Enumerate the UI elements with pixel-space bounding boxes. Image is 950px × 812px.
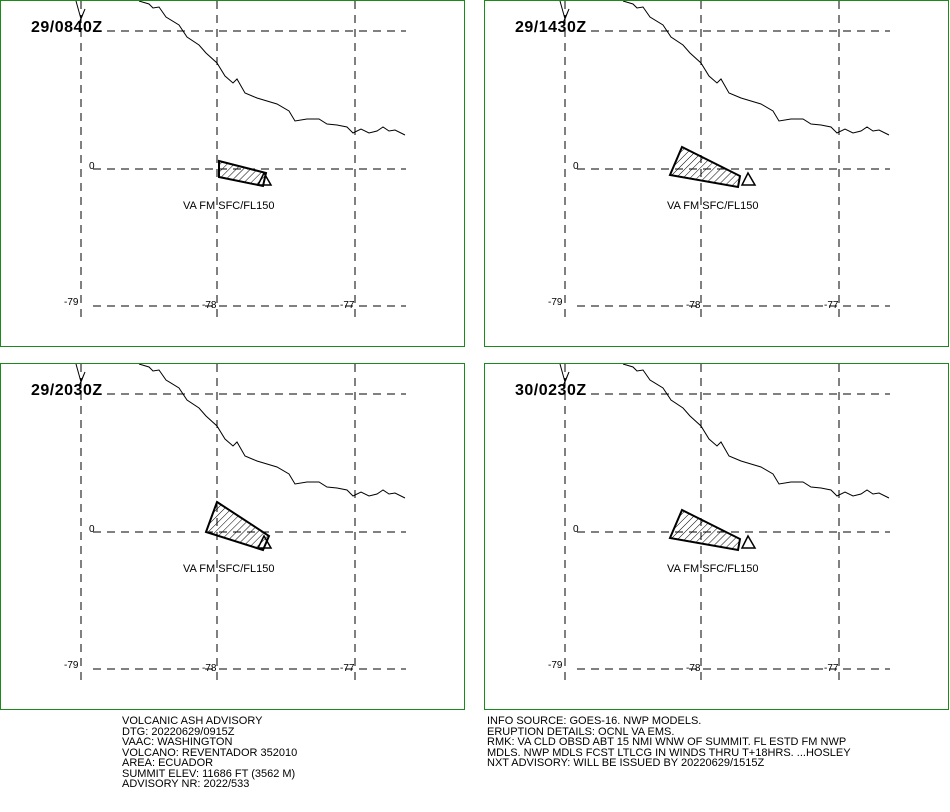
advisory-line: RMK: VA CLD OBSD ABT 15 NMI WNW OF SUMMI… — [487, 736, 847, 748]
panel-time: 29/0840Z — [31, 19, 103, 36]
volcano-marker — [256, 534, 273, 549]
map-graphic — [559, 364, 890, 682]
lon-tick: -77 — [340, 663, 355, 674]
map-graphic — [75, 364, 406, 682]
lon-tick: -78 — [202, 300, 217, 311]
advisory-line: VOLCANO: REVENTADOR 352010 — [122, 746, 298, 759]
lon-tick: -78 — [686, 663, 701, 674]
coastline — [559, 1, 890, 136]
coastline — [75, 1, 406, 136]
lon-tick: -79 — [548, 660, 563, 671]
lat-tick: 0 — [89, 524, 95, 535]
panel-time: 29/1430Z — [515, 19, 587, 36]
lat-tick: 0 — [573, 161, 579, 172]
ash-cloud-polygon — [668, 508, 742, 552]
advisory-line: ADVISORY NR: 2022/533 — [122, 778, 250, 790]
ash-cloud-polygon — [218, 159, 268, 188]
lon-tick: -77 — [824, 663, 839, 674]
lat-tick: 0 — [573, 524, 579, 535]
advisory-line: ERUPTION DETAILS: OCNL VA EMS. — [487, 725, 675, 738]
ash-cloud-polygon — [204, 500, 271, 552]
lon-tick: -77 — [824, 300, 839, 311]
advisory-line: NXT ADVISORY: WILL BE ISSUED BY 20220629… — [487, 757, 765, 769]
advisory-line: INFO SOURCE: GOES-16. NWP MODELS. — [487, 715, 702, 727]
ash-cloud-label: VA FM SFC/FL150 — [667, 563, 759, 575]
lon-tick: -79 — [64, 660, 79, 671]
advisory-line: SUMMIT ELEV: 11686 FT (3562 M) — [122, 767, 296, 780]
ash-cloud-label: VA FM SFC/FL150 — [183, 200, 275, 212]
coastline — [559, 364, 890, 499]
volcano-marker — [256, 171, 273, 186]
map-graphic — [559, 1, 890, 319]
advisory-header-block: VOLCANIC ASH ADVISORY DTG: 20220629/0915… — [122, 716, 297, 790]
lon-tick: -77 — [340, 300, 355, 311]
ash-cloud-polygon — [668, 145, 742, 189]
advisory-line: VAAC: WASHINGTON — [122, 736, 233, 748]
advisory-details-block: INFO SOURCE: GOES-16. NWP MODELS. ERUPTI… — [487, 716, 851, 769]
lon-tick: -78 — [686, 300, 701, 311]
lon-tick: -79 — [64, 297, 79, 308]
forecast-panel-2: 29/1430Z VA FM SFC/FL150 0 -79 -78 -77 — [484, 0, 949, 347]
volcano-marker — [740, 171, 757, 186]
forecast-panel-4: 30/0230Z VA FM SFC/FL150 0 -79 -78 -77 — [484, 363, 949, 710]
lon-tick: -79 — [548, 297, 563, 308]
panel-time: 30/0230Z — [515, 382, 587, 399]
map-graphic — [75, 1, 406, 319]
forecast-panel-3: 29/2030Z VA FM SFC/FL150 0 -79 -78 -77 — [0, 363, 465, 710]
forecast-panel-1: 29/0840Z VA FM SFC/FL150 0 -79 -78 -77 — [0, 0, 465, 347]
volcano-marker — [740, 534, 757, 549]
ash-cloud-label: VA FM SFC/FL150 — [667, 200, 759, 212]
coastline — [75, 364, 406, 499]
lat-tick: 0 — [89, 161, 95, 172]
advisory-line: AREA: ECUADOR — [122, 757, 214, 769]
advisory-line: VOLCANIC ASH ADVISORY — [122, 715, 263, 727]
ash-cloud-label: VA FM SFC/FL150 — [183, 563, 275, 575]
lon-tick: -78 — [202, 663, 217, 674]
advisory-line: DTG: 20220629/0915Z — [122, 725, 235, 738]
advisory-line: MDLS. NWP MDLS FCST LTLCG IN WINDS THRU … — [487, 746, 851, 759]
panel-time: 29/2030Z — [31, 382, 103, 399]
